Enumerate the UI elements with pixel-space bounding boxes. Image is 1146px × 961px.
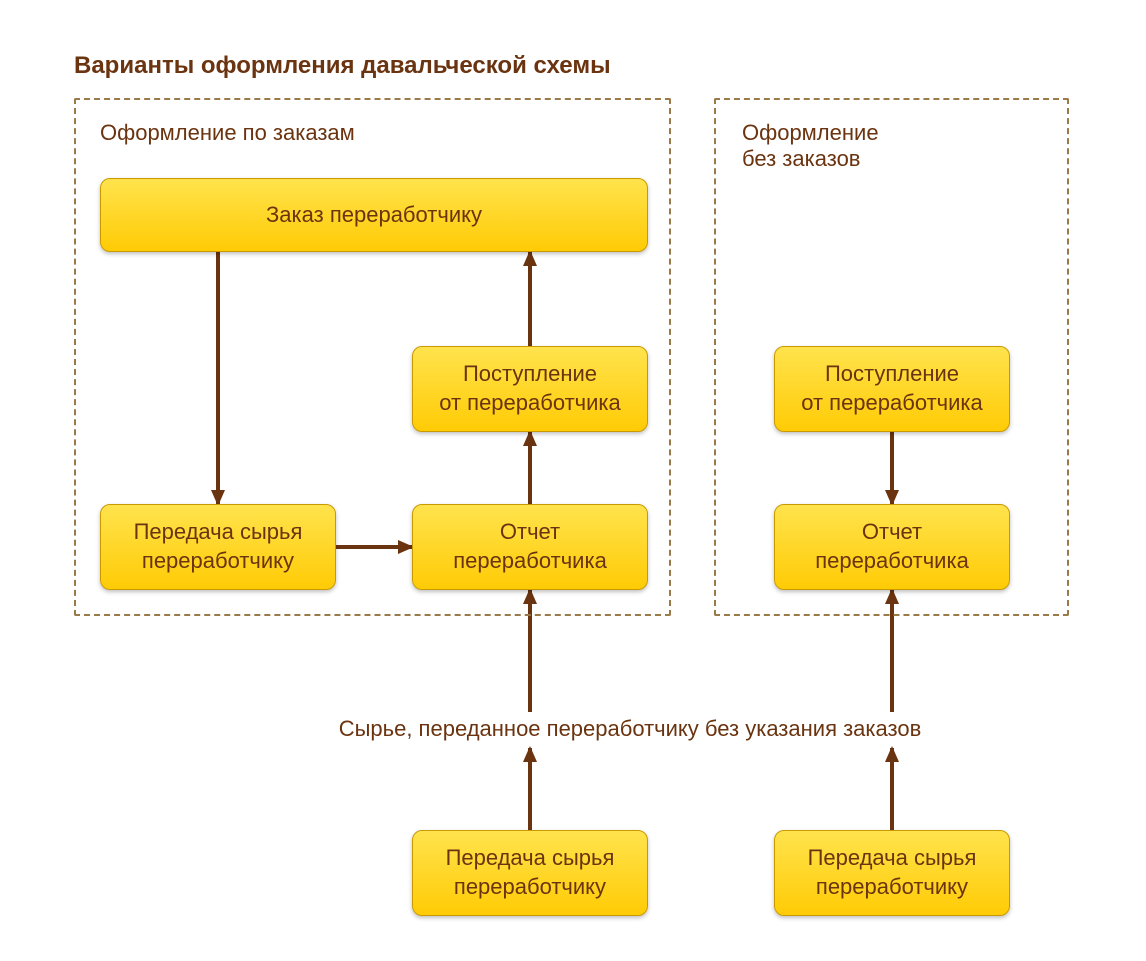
diagram-canvas: Варианты оформления давальческой схемы Оф…	[0, 0, 1146, 961]
middle-text: Сырье, переданное переработчику без указ…	[280, 716, 980, 742]
node-transfer-l: Передача сырья переработчику	[100, 504, 336, 590]
node-receipt-l: Поступление от переработчика	[412, 346, 648, 432]
diagram-title: Варианты оформления давальческой схемы	[74, 52, 611, 80]
label-right: Оформление без заказов	[742, 120, 879, 172]
node-order: Заказ переработчику	[100, 178, 648, 252]
node-report-l: Отчет переработчика	[412, 504, 648, 590]
label-left: Оформление по заказам	[100, 120, 355, 146]
node-transfer-b1: Передача сырья переработчику	[412, 830, 648, 916]
node-receipt-r: Поступление от переработчика	[774, 346, 1010, 432]
node-transfer-b2: Передача сырья переработчику	[774, 830, 1010, 916]
node-report-r: Отчет переработчика	[774, 504, 1010, 590]
